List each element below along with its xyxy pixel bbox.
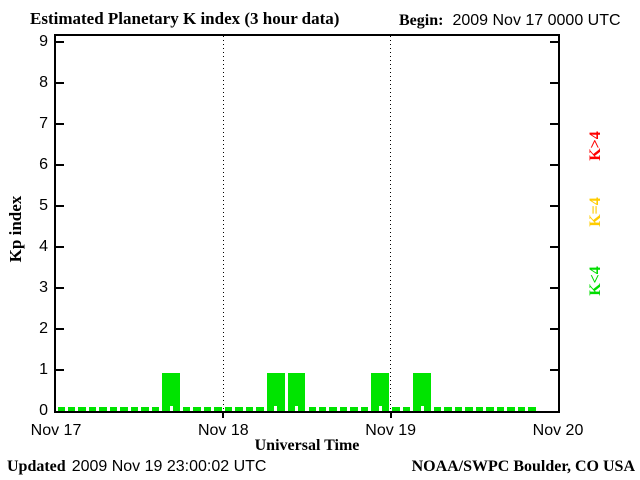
y-tick-left [56, 328, 64, 330]
legend-entry: K<4 [587, 266, 604, 296]
day-gridline [390, 36, 392, 411]
x-tick-label: Nov 20 [532, 422, 584, 439]
bar-tick-notch [441, 406, 445, 411]
kp-bar [287, 373, 306, 411]
begin-value: 2009 Nov 17 0000 UTC [452, 12, 621, 29]
y-tick-label: 3 [39, 279, 48, 296]
y-tick-left [56, 82, 64, 84]
day-gridline [222, 36, 224, 411]
bar-tick-notch [64, 406, 68, 411]
y-tick-left [56, 123, 64, 125]
credit-text: NOAA/SWPC Boulder, CO USA [411, 458, 635, 475]
y-tick-left [56, 205, 64, 207]
x-day-tick [389, 413, 392, 418]
bar-tick-notch [420, 406, 424, 411]
bar-tick-notch [462, 406, 466, 411]
kp-bar [141, 406, 160, 411]
chart-title: Estimated Planetary K index (3 hour data… [30, 9, 340, 28]
kp-bar [434, 406, 452, 411]
updated-label: Updated [7, 458, 66, 475]
x-axis-label: Universal Time [254, 437, 360, 454]
kp-bar [120, 406, 139, 411]
y-tick-left [56, 164, 64, 166]
bar-tick-notch [253, 406, 257, 411]
y-tick-label: 9 [39, 33, 48, 50]
y-tick-label: 1 [39, 361, 48, 378]
kp-bar [413, 373, 431, 411]
kp-bar [392, 406, 411, 411]
bar-tick-notch [127, 406, 131, 411]
y-tick-right [550, 205, 558, 207]
x-tick-label: Nov 18 [197, 422, 249, 439]
bar-tick-notch [85, 406, 89, 411]
bar-tick-notch [148, 406, 152, 411]
y-tick-right [550, 369, 558, 371]
y-tick-right [550, 287, 558, 289]
updated-caption: Updated 2009 Nov 19 23:00:02 UTC [7, 458, 266, 476]
bar-tick-notch [483, 406, 487, 411]
kp-bar [203, 406, 222, 411]
kp-bar [99, 406, 118, 411]
kp-bar [329, 406, 348, 411]
y-tick-right [550, 164, 558, 166]
y-tick-left [56, 369, 64, 371]
bar-tick-notch [232, 406, 236, 411]
bar-tick-notch [190, 406, 194, 411]
kp-bar [475, 406, 494, 411]
bar-tick-notch [525, 406, 529, 411]
bar-tick-notch [504, 406, 508, 411]
updated-value: 2009 Nov 19 23:00:02 UTC [71, 458, 267, 475]
kp-bar [517, 406, 536, 411]
bar-tick-notch [378, 406, 382, 411]
bar-tick-notch [211, 406, 215, 411]
begin-label: Begin: [399, 12, 444, 29]
x-tick-label: Nov 17 [30, 422, 82, 439]
x-tick-label: Nov 19 [365, 422, 416, 439]
y-tick-right [550, 123, 558, 125]
kp-bar [371, 373, 390, 411]
y-tick-label: 7 [39, 115, 48, 132]
kp-bar [224, 406, 243, 411]
bar-tick-notch [295, 406, 299, 411]
y-tick-label: 4 [39, 238, 48, 255]
kp-bar [183, 406, 201, 411]
plot-area [54, 34, 560, 413]
bar-tick-notch [274, 406, 278, 411]
kp-bar [162, 373, 180, 411]
y-tick-right [550, 246, 558, 248]
kp-bar [57, 406, 76, 411]
kp-bar [245, 406, 264, 411]
y-tick-label: 6 [39, 156, 48, 173]
bar-tick-notch [336, 406, 340, 411]
bar-tick-notch [315, 406, 319, 411]
kp-bar [266, 373, 285, 411]
y-tick-label: 2 [39, 320, 48, 337]
y-tick-right [550, 41, 558, 43]
kp-bar [78, 406, 97, 411]
y-tick-right [550, 82, 558, 84]
y-tick-left [56, 41, 64, 43]
y-tick-right [550, 328, 558, 330]
bar-tick-notch [357, 406, 361, 411]
kp-bar [350, 406, 369, 411]
y-tick-label: 8 [39, 74, 48, 91]
bar-tick-notch [106, 406, 110, 411]
bar-tick-notch [169, 406, 173, 411]
y-tick-left [56, 287, 64, 289]
y-tick-label: 5 [39, 197, 48, 214]
y-tick-left [56, 246, 64, 248]
begin-caption: Begin: 2009 Nov 17 0000 UTC [399, 12, 621, 30]
kp-bar [496, 406, 515, 411]
bar-tick-notch [399, 406, 403, 411]
kp-bar [308, 406, 327, 411]
kp-bar [454, 406, 473, 411]
y-axis-label: Kp index [6, 195, 25, 263]
y-tick-label: 0 [39, 402, 48, 419]
x-day-tick [222, 413, 225, 418]
